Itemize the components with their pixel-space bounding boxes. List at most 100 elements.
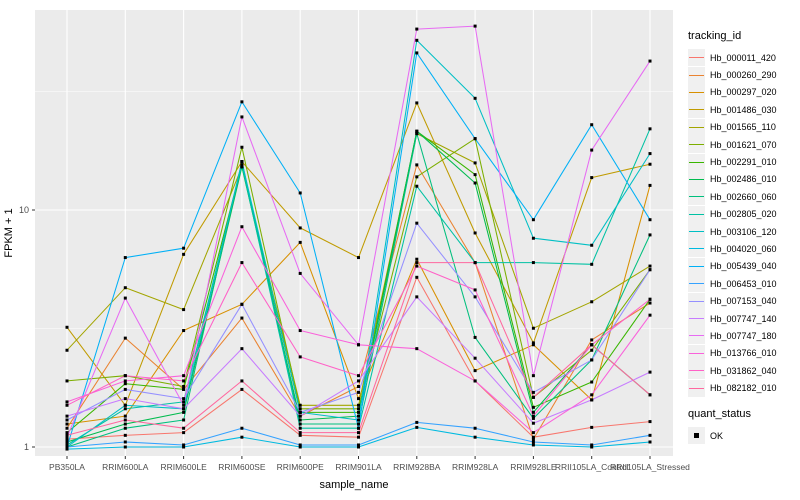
- data-point: [298, 240, 302, 244]
- legend-key: [688, 275, 705, 293]
- legend-label: OK: [710, 430, 724, 441]
- data-point: [473, 356, 477, 360]
- legend-items-tracking-id: Hb_000011_420 Hb_000260_290 Hb_000297_020 H…: [688, 49, 800, 397]
- legend-label: Hb_002805_020: [710, 209, 777, 220]
- data-point: [590, 148, 594, 152]
- data-point: [298, 433, 302, 437]
- data-point: [182, 445, 186, 449]
- data-point: [648, 264, 652, 268]
- data-point: [590, 445, 594, 449]
- legend-key: [688, 101, 705, 119]
- data-point: [298, 355, 302, 359]
- x-tick-label: PB350LA: [49, 462, 85, 472]
- x-axis-title: sample_name: [319, 479, 388, 491]
- data-point: [182, 308, 186, 312]
- data-point: [415, 275, 419, 279]
- data-point: [415, 163, 419, 167]
- legend-key: [688, 188, 705, 206]
- legend-key: [688, 118, 705, 136]
- data-point: [415, 295, 419, 299]
- legend-key: [688, 327, 705, 345]
- data-point: [415, 221, 419, 225]
- legend-item: Hb_082182_010: [688, 379, 800, 397]
- legend-color-line-icon: [689, 265, 704, 267]
- data-point: [648, 127, 652, 131]
- legend-color-line-icon: [689, 178, 704, 180]
- legend-key: [688, 83, 705, 101]
- data-point: [648, 162, 652, 166]
- data-point: [123, 440, 127, 444]
- legend-color-line-icon: [689, 57, 704, 59]
- data-point: [123, 433, 127, 437]
- data-point: [123, 336, 127, 340]
- data-point: [182, 397, 186, 401]
- data-point: [531, 236, 535, 240]
- legend-item-quant: OK: [688, 427, 800, 444]
- data-point: [531, 431, 535, 435]
- data-point: [648, 297, 652, 301]
- legend-item: Hb_000297_020: [688, 83, 800, 101]
- legend-key: [688, 362, 705, 380]
- x-tick-label: RRII105LA_Stressed: [610, 462, 690, 472]
- data-point: [298, 329, 302, 333]
- data-point: [240, 316, 244, 320]
- legend-label: Hb_000297_020: [710, 87, 777, 98]
- x-tick-label: RRIM928LA: [452, 462, 499, 472]
- data-point: [182, 246, 186, 250]
- data-point: [590, 443, 594, 447]
- data-point: [357, 414, 360, 418]
- legend-item: Hb_007747_180: [688, 327, 800, 345]
- legend: tracking_id Hb_000011_420 Hb_000260_290 Hb…: [688, 30, 800, 444]
- legend-color-line-icon: [689, 161, 704, 163]
- data-point: [182, 329, 186, 333]
- data-point: [298, 414, 302, 418]
- data-point: [65, 433, 69, 437]
- data-point: [590, 338, 594, 342]
- legend-color-line-icon: [689, 248, 704, 250]
- data-point: [240, 435, 244, 439]
- legend-label: Hb_006453_010: [710, 278, 777, 289]
- data-point: [415, 132, 419, 136]
- data-point: [531, 435, 535, 439]
- data-point: [648, 233, 652, 237]
- data-point: [590, 243, 594, 247]
- data-point: [590, 123, 594, 127]
- data-point: [240, 165, 244, 169]
- legend-label: Hb_001565_110: [710, 122, 776, 133]
- data-point: [357, 418, 360, 422]
- legend-item: Hb_006453_010: [688, 275, 800, 293]
- data-point: [473, 369, 477, 373]
- data-point: [298, 445, 302, 449]
- data-point: [357, 390, 360, 394]
- legend-color-line-icon: [689, 213, 704, 215]
- y-tick-label: 1: [24, 442, 29, 452]
- legend-key: [688, 136, 705, 154]
- data-point: [65, 379, 69, 383]
- legend-label: Hb_007153_040: [710, 296, 777, 307]
- data-point: [531, 421, 535, 425]
- legend-label: Hb_001621_070: [710, 139, 777, 150]
- data-point: [415, 101, 419, 105]
- data-point: [531, 343, 535, 347]
- legend-color-line-icon: [689, 196, 704, 198]
- data-point: [182, 410, 186, 414]
- data-point: [415, 51, 419, 55]
- legend-item: Hb_005439_040: [688, 257, 800, 275]
- data-point: [123, 374, 127, 378]
- legend-title-quant-status: quant_status: [688, 407, 751, 420]
- data-point: [357, 385, 360, 389]
- legend-item: Hb_000260_290: [688, 66, 800, 84]
- data-point: [415, 184, 419, 188]
- data-point: [182, 379, 186, 383]
- data-point: [182, 400, 186, 404]
- legend-color-line-icon: [689, 126, 704, 128]
- data-point: [648, 152, 652, 156]
- legend-title-tracking-id: tracking_id: [688, 30, 742, 42]
- legend-key: [688, 66, 705, 84]
- legend-item: Hb_031862_040: [688, 362, 800, 380]
- data-point: [298, 418, 302, 422]
- data-point: [182, 443, 186, 447]
- data-point: [298, 191, 302, 195]
- data-point: [65, 435, 69, 439]
- legend-item: Hb_002660_060: [688, 188, 800, 206]
